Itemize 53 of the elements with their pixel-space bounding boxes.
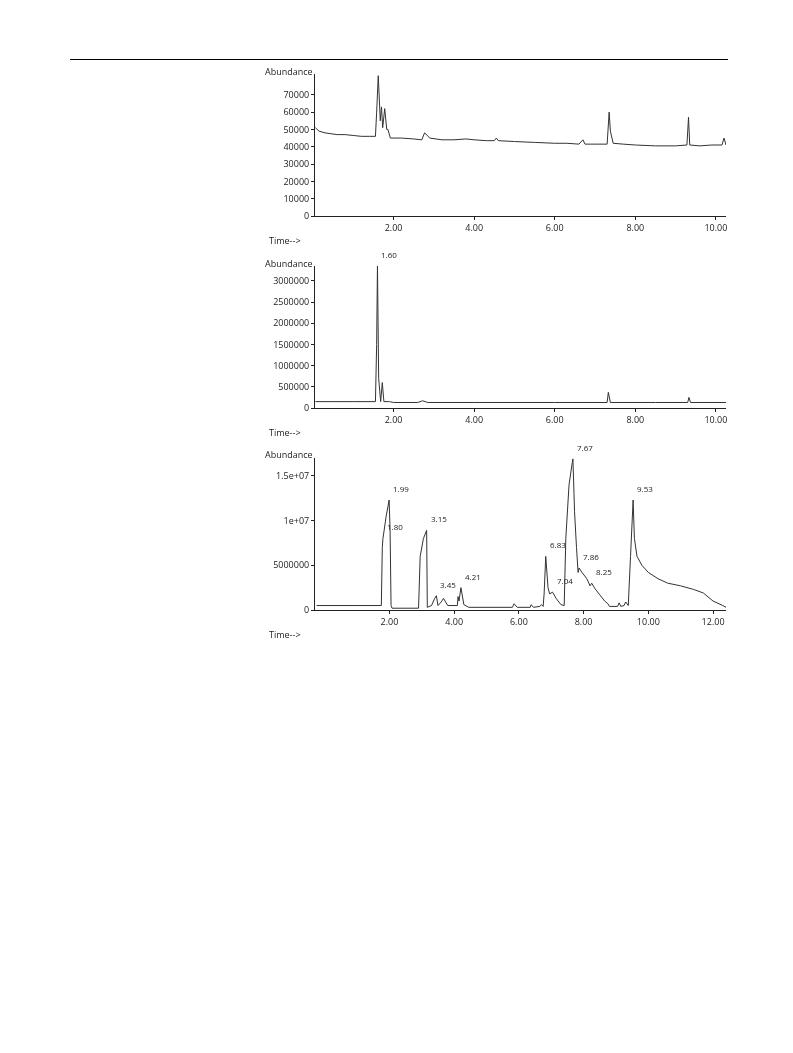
line-series <box>315 75 726 147</box>
annotation: 4.21 <box>465 571 481 582</box>
x-tick-label: 10.00 <box>704 412 728 426</box>
annotation: 3.45 <box>440 579 457 590</box>
x-tick-label: 12.00 <box>701 614 725 628</box>
x-axis-title: Time--> <box>269 628 301 641</box>
y-tick-label: 1000000 <box>273 358 310 372</box>
annotation: 8.25 <box>596 566 613 577</box>
y-tick-label: 2500000 <box>273 295 310 309</box>
annotation: 1.99 <box>393 483 410 494</box>
y-tick-label: 500000 <box>278 379 310 393</box>
x-tick-label: 6.00 <box>545 412 564 426</box>
x-tick-label: 6.00 <box>509 614 528 628</box>
x-tick-label: 8.00 <box>574 614 593 628</box>
annotation: 1.80 <box>387 521 404 532</box>
y-tick-label: 60000 <box>283 105 310 119</box>
y-tick-label: 1500000 <box>273 337 310 351</box>
y-tick-label: 2000000 <box>273 316 310 330</box>
x-tick-label: 4.00 <box>465 220 484 234</box>
x-tick-label: 2.00 <box>384 220 403 234</box>
annotation: 3.15 <box>431 513 448 524</box>
annotation: 9.53 <box>637 483 654 494</box>
y-tick-label: 1e+07 <box>283 513 310 527</box>
y-tick-label: 3000000 <box>273 273 310 287</box>
x-tick-label: 10.00 <box>704 220 728 234</box>
y-axis-title: Abundance <box>265 257 313 270</box>
x-tick-label: 8.00 <box>626 412 645 426</box>
y-axis-title: Abundance <box>265 448 313 461</box>
y-tick-label: 30000 <box>283 157 310 171</box>
annotation: 7.67 <box>577 442 594 453</box>
x-tick-label: 4.00 <box>445 614 464 628</box>
y-tick-label: 20000 <box>283 174 310 188</box>
y-tick-label: 10000 <box>283 191 310 205</box>
x-tick-label: 4.00 <box>465 412 484 426</box>
y-tick-label: 0 <box>304 401 310 415</box>
y-tick-label: 70000 <box>283 87 310 101</box>
y-tick-label: 0 <box>304 209 310 223</box>
y-axis-title: Abundance <box>265 65 313 78</box>
x-tick-label: 2.00 <box>380 614 399 628</box>
annotation: 1.60 <box>381 249 398 260</box>
x-tick-label: 10.00 <box>636 614 660 628</box>
y-tick-label: 40000 <box>283 139 310 153</box>
y-tick-label: 50000 <box>283 122 310 136</box>
y-tick-label: 0 <box>304 603 310 617</box>
x-tick-label: 2.00 <box>384 412 403 426</box>
line-series <box>315 266 726 403</box>
y-tick-label: 1.5e+07 <box>276 469 310 483</box>
x-tick-label: 8.00 <box>626 220 645 234</box>
x-tick-label: 6.00 <box>545 220 564 234</box>
x-axis-title: Time--> <box>269 234 301 247</box>
y-tick-label: 5000000 <box>273 558 310 572</box>
annotation: 7.86 <box>583 551 600 562</box>
x-axis-title: Time--> <box>269 426 301 439</box>
